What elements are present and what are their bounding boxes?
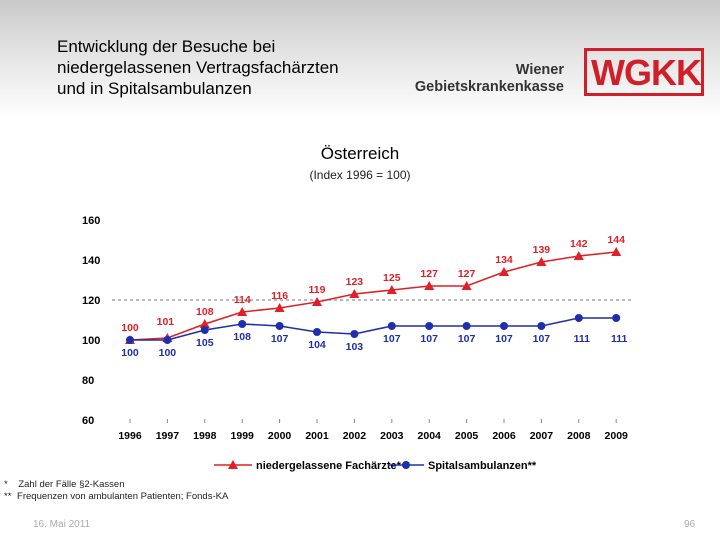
data-point — [425, 322, 434, 330]
data-label: 111 — [574, 333, 591, 345]
data-label: 107 — [383, 333, 401, 345]
data-label: 107 — [271, 333, 289, 345]
brand-name: Wiener Gebietskrankenkasse — [414, 62, 564, 95]
data-point — [573, 251, 584, 260]
data-label: 107 — [533, 333, 551, 345]
y-tick-label: 140 — [82, 255, 100, 267]
y-tick-label: 160 — [82, 215, 100, 227]
data-point — [611, 247, 622, 256]
chart-title: Österreich — [320, 144, 400, 163]
x-tick-label: 2006 — [492, 430, 516, 442]
footnote-1-mark: * — [4, 479, 8, 490]
data-label: 100 — [121, 347, 139, 359]
x-tick-label: 1999 — [231, 430, 255, 442]
legend-label-spitalsambulanzen: Spitalsambulanzen** — [428, 460, 537, 472]
data-label: 142 — [570, 238, 588, 250]
x-tick-label: 2004 — [418, 430, 442, 442]
data-point — [499, 267, 509, 276]
data-point — [537, 322, 546, 330]
data-label: 123 — [346, 276, 364, 288]
data-label: 111 — [611, 333, 628, 345]
x-tick-label: 2007 — [530, 430, 554, 442]
x-tick-label: 2000 — [268, 430, 292, 442]
data-point — [200, 326, 209, 334]
data-point — [612, 314, 621, 322]
data-label: 107 — [458, 333, 476, 345]
footnote-1-text: Zahl der Fälle §2-Kassen — [18, 479, 125, 490]
legend-label-fachaerzte: niedergelassene Fachärzte* — [256, 460, 402, 472]
legend-marker-fachaerzte — [228, 460, 238, 469]
x-tick-label: 2005 — [455, 430, 479, 442]
y-tick-label: 60 — [82, 415, 94, 427]
data-label: 101 — [157, 316, 175, 328]
data-point — [275, 322, 284, 330]
footnote-2-text: Frequenzen von ambulanten Patienten; Fon… — [17, 491, 229, 502]
slide-date: 16. Mai 2011 — [33, 519, 91, 530]
data-label: 116 — [271, 290, 288, 302]
data-label: 100 — [159, 347, 177, 359]
x-tick-label: 2001 — [305, 430, 329, 442]
data-label: 114 — [234, 294, 251, 306]
data-label: 108 — [196, 306, 214, 318]
wgkk-logo: WGKK — [584, 48, 704, 96]
series-line-fachaerzte — [129, 251, 617, 341]
x-tick-label: 2002 — [343, 430, 367, 442]
data-point — [461, 281, 472, 290]
data-point — [312, 297, 322, 306]
data-point — [500, 322, 508, 330]
data-label: 107 — [495, 333, 513, 345]
data-label: 119 — [309, 284, 326, 296]
footnote-1: * Zahl der Fälle §2-Kassen — [4, 479, 124, 490]
data-label: 108 — [233, 331, 251, 343]
x-tick-label: 2009 — [605, 430, 629, 442]
footnote-2-mark: ** — [4, 491, 12, 502]
data-label: 103 — [346, 341, 364, 353]
data-point — [163, 336, 172, 344]
data-point — [349, 289, 360, 298]
x-tick-label: 2008 — [567, 430, 591, 442]
data-label: 127 — [420, 268, 438, 280]
data-label: 105 — [196, 337, 214, 349]
data-point — [237, 307, 248, 316]
data-point — [313, 328, 321, 336]
data-label: 100 — [121, 322, 139, 334]
data-point — [126, 336, 134, 344]
y-tick-label: 80 — [82, 375, 94, 387]
x-tick-label: 1996 — [118, 430, 142, 442]
data-label: 134 — [495, 254, 513, 266]
data-label: 139 — [533, 244, 551, 256]
data-point — [350, 330, 359, 338]
data-point — [199, 319, 210, 328]
data-point — [274, 303, 285, 312]
legend-marker-spitalsambulanzen — [402, 461, 410, 469]
data-point — [424, 281, 435, 290]
slide-title: Entwicklung der Besuche bei niedergelass… — [57, 37, 339, 98]
data-point — [574, 314, 583, 322]
data-point — [238, 320, 247, 328]
chart-subtitle: (Index 1996 = 100) — [309, 168, 411, 182]
footnote-2: ** Frequenzen von ambulanten Patienten; … — [4, 491, 228, 502]
data-label: 107 — [420, 333, 438, 345]
data-point — [536, 257, 547, 266]
data-point — [462, 322, 471, 330]
x-tick-label: 1997 — [156, 430, 180, 442]
series-line-spitalsambulanzen — [130, 317, 617, 341]
data-label: 127 — [458, 268, 476, 280]
y-tick-label: 100 — [82, 335, 100, 347]
data-label: 104 — [308, 339, 326, 351]
logo-text: WGKK — [591, 52, 702, 93]
data-point — [386, 285, 397, 294]
page-number: 96 — [684, 519, 696, 530]
data-label: 144 — [607, 234, 625, 246]
header-band — [0, 0, 720, 118]
data-label: 125 — [383, 272, 401, 284]
brand: Wiener Gebietskrankenkasse WGKK — [415, 48, 706, 98]
data-point — [387, 322, 396, 330]
x-tick-label: 1998 — [193, 430, 217, 442]
y-tick-label: 120 — [82, 295, 100, 307]
x-tick-label: 2003 — [380, 430, 404, 442]
